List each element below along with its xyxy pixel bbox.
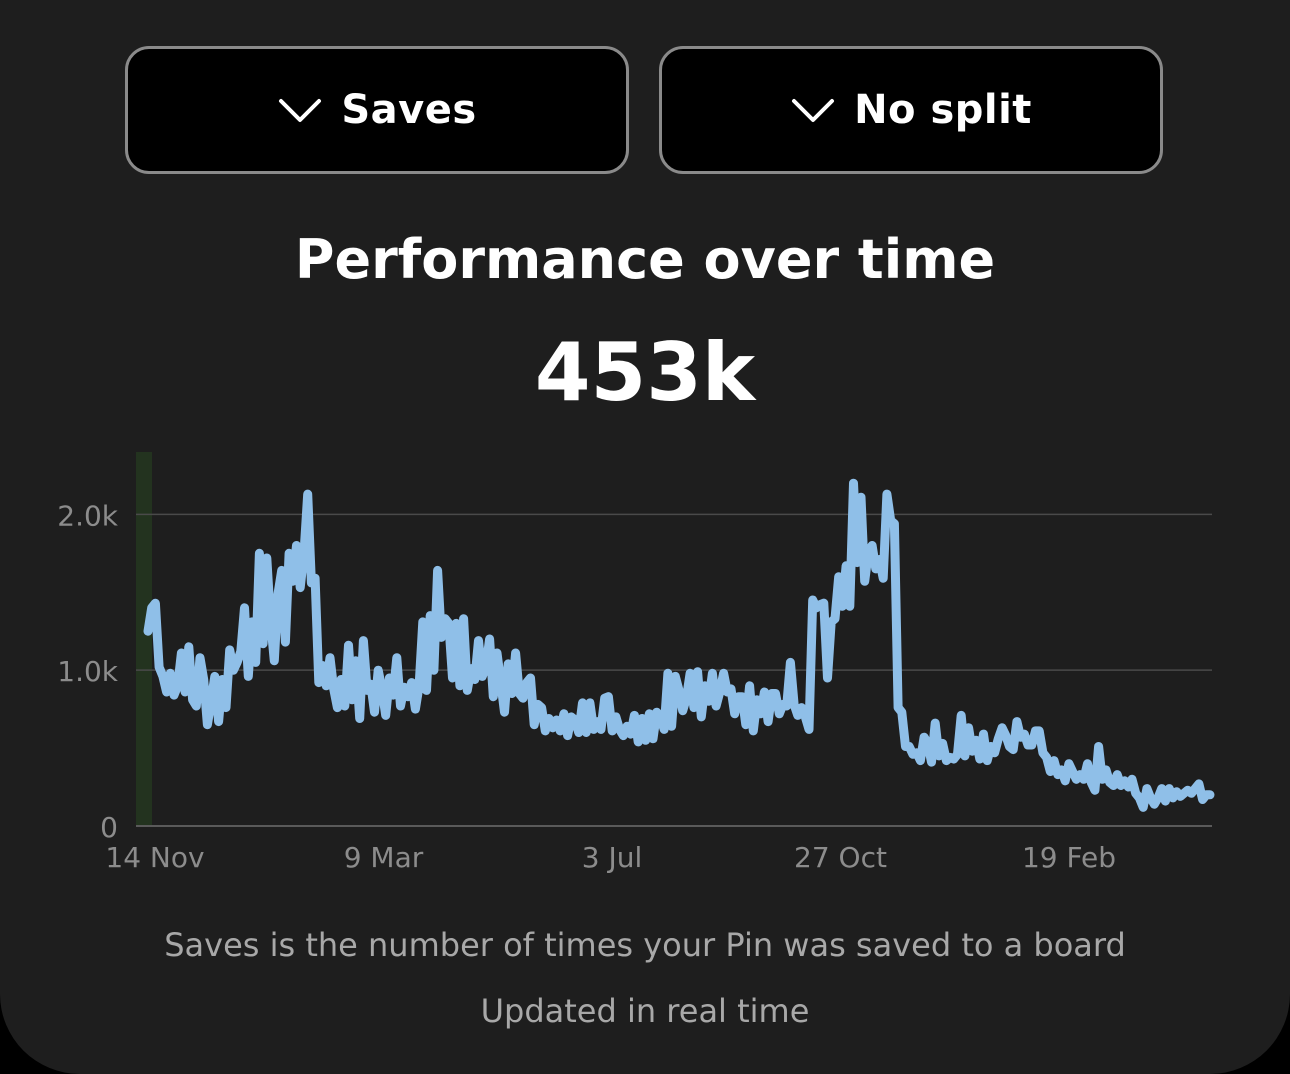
series-line[interactable]	[143, 478, 1215, 812]
metric-description: Saves is the number of times your Pin wa…	[164, 926, 1126, 964]
x-tick-label: 3 Jul	[582, 841, 643, 874]
chevron-down-icon	[792, 99, 835, 122]
metric-dropdown[interactable]: Saves	[125, 46, 629, 174]
x-tick-label: 19 Feb	[1022, 841, 1116, 874]
y-tick-label: 0	[100, 811, 118, 844]
chevron-down-icon	[279, 99, 322, 122]
split-dropdown-label: No split	[854, 87, 1032, 133]
total-value: 453k	[534, 326, 756, 419]
update-note: Updated in real time	[480, 992, 810, 1030]
selected-range-band	[136, 452, 152, 826]
split-dropdown[interactable]: No split	[659, 46, 1163, 174]
y-tick-label: 1.0k	[57, 655, 119, 688]
x-tick-label: 14 Nov	[105, 841, 204, 874]
y-tick-label: 2.0k	[57, 499, 119, 532]
x-tick-label: 9 Mar	[344, 841, 424, 874]
metric-dropdown-label: Saves	[341, 87, 477, 133]
chart-title: Performance over time	[294, 228, 996, 291]
x-tick-label: 27 Oct	[794, 841, 887, 874]
line-chart[interactable]: 0 1.0k 2.0k 14 Nov 9 Mar 3 Jul 27 Oct 19 Feb	[0, 440, 1290, 890]
